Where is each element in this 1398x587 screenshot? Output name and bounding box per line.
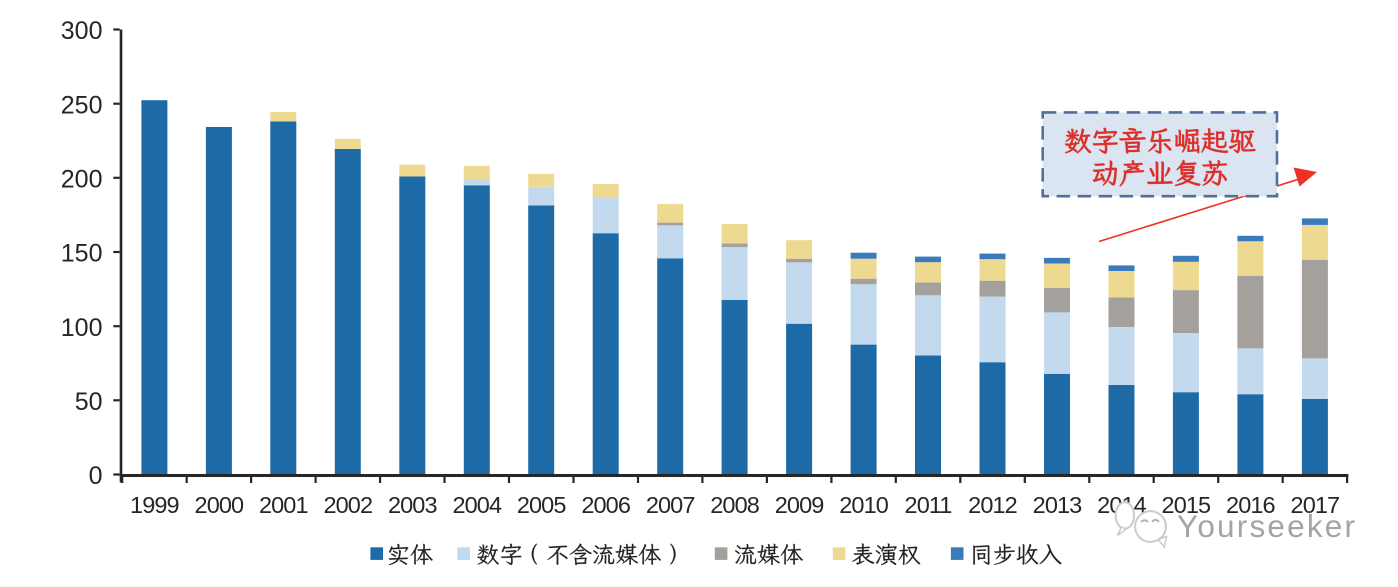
- svg-text:2017: 2017: [1291, 492, 1340, 518]
- svg-text:250: 250: [61, 91, 103, 119]
- svg-text:2000: 2000: [195, 492, 245, 518]
- svg-text:100: 100: [61, 314, 103, 342]
- svg-text:2011: 2011: [905, 492, 952, 518]
- svg-text:2015: 2015: [1162, 492, 1212, 518]
- svg-text:150: 150: [61, 240, 103, 268]
- svg-text:Yourseeker: Yourseeker: [1177, 508, 1357, 544]
- svg-text:2007: 2007: [646, 492, 695, 518]
- svg-text:2001: 2001: [259, 492, 308, 518]
- svg-text:2009: 2009: [775, 492, 824, 518]
- svg-text:1999: 1999: [130, 492, 179, 518]
- svg-text:50: 50: [75, 388, 103, 416]
- svg-text:300: 300: [61, 17, 103, 45]
- svg-text:2004: 2004: [452, 492, 502, 518]
- svg-text:0: 0: [89, 462, 103, 490]
- svg-text:2012: 2012: [968, 492, 1017, 518]
- svg-text:2006: 2006: [581, 492, 631, 518]
- svg-text:2008: 2008: [710, 492, 760, 518]
- svg-text:2016: 2016: [1226, 492, 1276, 518]
- svg-text:2003: 2003: [388, 492, 438, 518]
- svg-text:2013: 2013: [1033, 492, 1083, 518]
- svg-text:2005: 2005: [517, 492, 567, 518]
- svg-text:2002: 2002: [323, 492, 372, 518]
- svg-text:200: 200: [61, 165, 103, 193]
- svg-text:2010: 2010: [839, 492, 889, 518]
